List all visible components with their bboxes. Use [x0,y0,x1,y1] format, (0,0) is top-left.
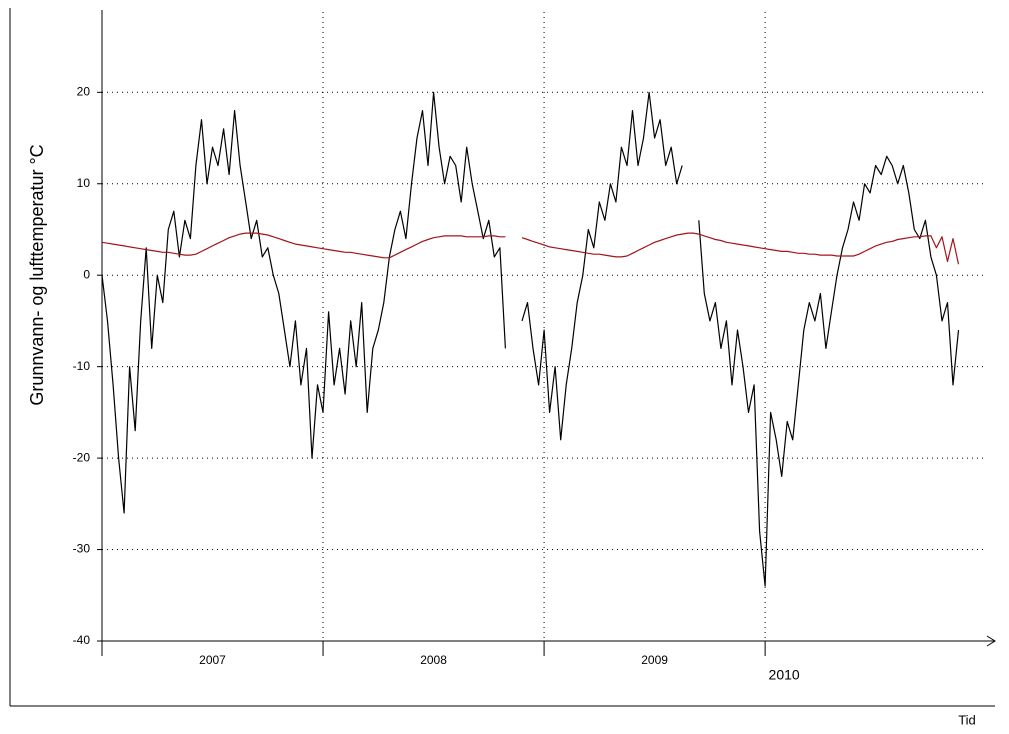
y-tick-label: 10 [77,176,91,190]
y-axis-label: Grunnvann- og lufttemperatur °C [27,144,47,405]
y-tick-label: -40 [73,633,91,647]
x-axis-label: Tid [958,712,976,727]
x-tick-label: 2009 [641,653,668,667]
y-tick-label: -10 [73,359,91,373]
series-line [101,91,960,587]
x-tick-label: 2008 [420,653,447,667]
y-tick-label: 0 [83,267,90,281]
y-tick-label: -30 [73,542,91,556]
y-tick-label: -20 [73,450,91,464]
y-tick-label: 20 [77,84,91,98]
series-line [101,232,960,265]
x-axis-arrow [986,635,996,647]
x-tick-label: 2007 [199,653,226,667]
x-tick-label: 2010 [769,667,800,683]
